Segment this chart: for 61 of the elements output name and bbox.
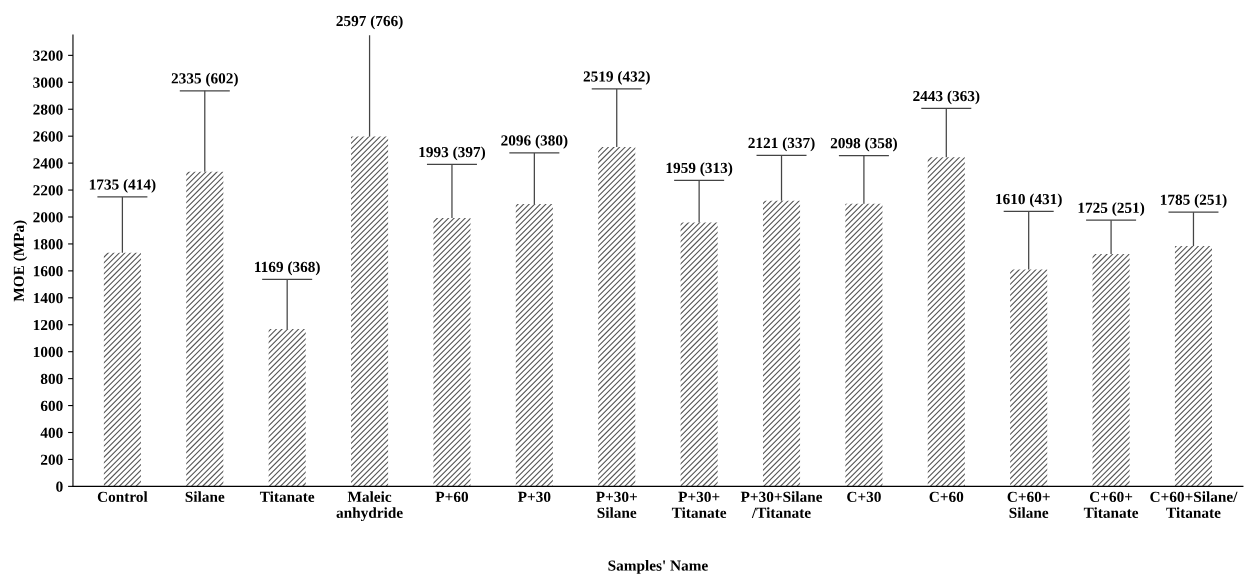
bar	[1010, 269, 1048, 487]
bar	[762, 200, 801, 487]
annotation: 2519 (432)	[583, 70, 650, 85]
bar	[1092, 254, 1130, 487]
bar	[103, 252, 141, 487]
y-tick-label: 1200	[33, 319, 63, 331]
bar	[1174, 245, 1213, 487]
y-tick-label: 1400	[33, 292, 63, 304]
y-tick-label: 3000	[33, 77, 63, 88]
annotation: 1725 (251)	[1078, 202, 1145, 217]
x-axis-title: Samples' Name	[608, 560, 708, 574]
y-tick-label: 2000	[33, 212, 63, 223]
y-tick-label: 800	[40, 373, 63, 385]
bar	[351, 136, 389, 487]
x-tick-label: Silane	[185, 491, 225, 502]
y-tick-label: 1000	[33, 346, 63, 358]
x-tick-label: P+30	[517, 491, 551, 502]
y-tick-label: 200	[40, 454, 63, 465]
y-axis-title: MOE (MPa)	[13, 220, 28, 302]
y-tick-label: 2600	[33, 131, 63, 142]
y-tick-label: 1800	[33, 239, 63, 250]
y-tick-label: 1600	[33, 266, 63, 277]
annotation: 1169 (368)	[255, 261, 320, 276]
y-tick-label: 0	[56, 481, 63, 492]
x-tick-label: C+60	[929, 491, 964, 502]
bar	[845, 203, 883, 487]
x-tick-label: P+30+ Silane	[595, 491, 637, 518]
bar	[186, 171, 224, 487]
x-tick-label: C+60+Silane/ Titanate	[1150, 491, 1238, 518]
annotation: 1785 (251)	[1160, 194, 1227, 208]
y-tick-label: 400	[40, 427, 63, 438]
annotation: 2121 (337)	[748, 137, 815, 152]
annotation: 2096 (380)	[501, 134, 568, 149]
y-tick-label: 2200	[33, 185, 63, 196]
x-tick-label: C+60+ Silane	[1007, 491, 1050, 518]
y-tick-label: 600	[40, 400, 63, 412]
bar	[515, 204, 553, 487]
y-tick-label: 3200	[33, 50, 63, 61]
x-tick-label: Titanate	[259, 491, 315, 502]
x-tick-label: C+30	[847, 491, 881, 502]
bar	[927, 157, 965, 487]
x-tick-label: Control	[97, 491, 148, 502]
x-tick-label: P+60	[435, 491, 469, 502]
bar	[680, 222, 718, 487]
bar	[433, 217, 471, 487]
annotation: 1959 (313)	[666, 162, 733, 177]
annotation: 1610 (431)	[996, 193, 1062, 208]
annotation: 2443 (363)	[913, 90, 980, 105]
annotation: 2335 (602)	[171, 72, 238, 87]
x-tick-label: Maleic anhydride	[336, 491, 403, 522]
x-tick-label: C+60+ Titanate	[1083, 491, 1139, 518]
annotation: 1735 (414)	[89, 178, 156, 193]
bar	[268, 328, 306, 487]
x-tick-label: P+30+Silane /Titanate	[740, 491, 823, 518]
bar	[598, 147, 636, 487]
y-tick-label: 2400	[33, 158, 63, 169]
annotation: 1993 (397)	[419, 146, 486, 161]
y-tick-label: 2800	[33, 104, 63, 115]
annotation: 2098 (358)	[830, 137, 897, 152]
annotation: 2597 (766)	[336, 15, 403, 30]
x-tick-label: P+30+ Titanate	[671, 491, 727, 518]
